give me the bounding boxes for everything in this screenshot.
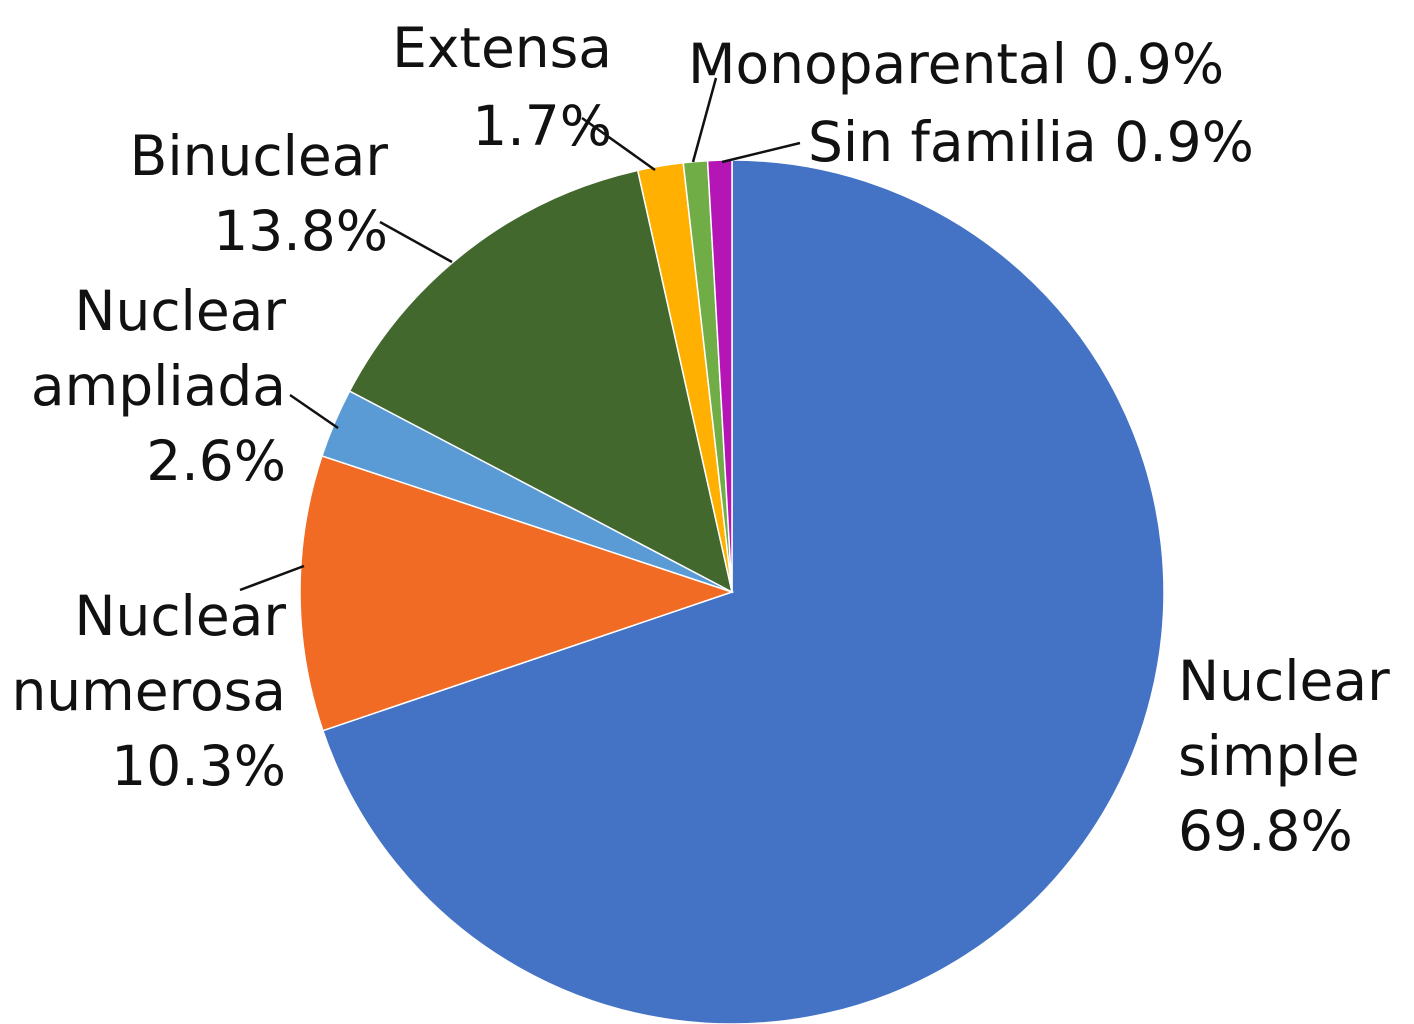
- label-nuclear-ampliada-value: 2.6%: [146, 429, 286, 493]
- label-nuclear-ampliada-name-1: ampliada: [31, 354, 286, 418]
- label-extensa-value: 1.7%: [472, 94, 612, 158]
- leader-lines: [239, 77, 801, 592]
- label-nuclear-simple-value: 69.8%: [1178, 799, 1353, 863]
- label-extensa-name-0: Extensa: [392, 16, 612, 80]
- slice-binuclear: [348, 169, 734, 594]
- label-nuclear-simple-name-0: Nuclear: [1178, 649, 1390, 713]
- leader-line-sin-familia: [721, 141, 801, 164]
- label-nuclear-simple-name-1: simple: [1178, 724, 1360, 788]
- label-nuclear-numerosa-value: 10.3%: [111, 734, 286, 798]
- label-binuclear-value: 13.8%: [213, 199, 388, 263]
- leader-line-extensa: [581, 116, 656, 172]
- data-labels: Nuclear simple 69.8% Nuclear numerosa 10.3% Nu…: [11, 16, 1390, 863]
- label-sin-familia-name-0: Sin familia 0.9%: [808, 110, 1254, 174]
- label-nuclear-numerosa-name-1: numerosa: [11, 659, 286, 723]
- slice-nuclear-simple: [321, 159, 1165, 1024]
- slice-nuclear-numerosa: [299, 454, 735, 732]
- label-nuclear-ampliada-name-0: Nuclear: [74, 279, 286, 343]
- label-binuclear-name-0: Binuclear: [130, 124, 389, 188]
- leader-line-binuclear: [379, 220, 453, 264]
- leader-line-monoparental: [691, 77, 718, 163]
- label-monoparental-name-0: Monoparental 0.9%: [688, 32, 1224, 96]
- leader-line-nuclear-numerosa: [239, 564, 305, 592]
- leader-line-nuclear-ampliada: [289, 393, 339, 430]
- label-nuclear-numerosa-name-0: Nuclear: [74, 584, 286, 648]
- pie-slices: [299, 159, 1165, 1024]
